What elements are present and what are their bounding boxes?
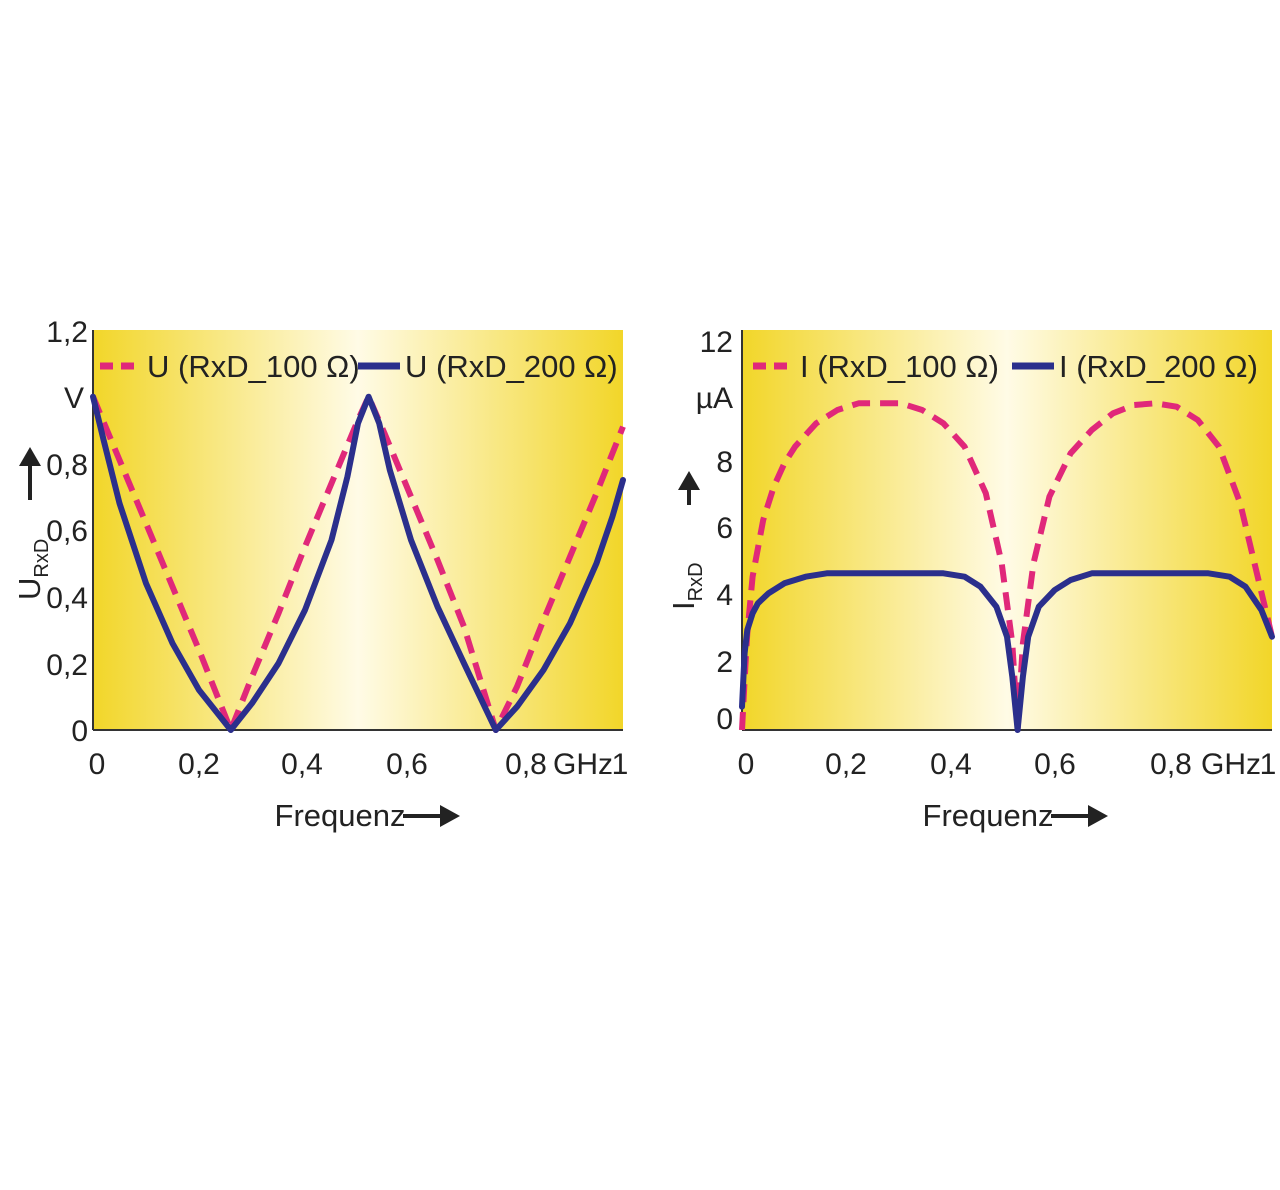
x-tick-label: 0,8 bbox=[505, 748, 547, 781]
x-tick-label: 0,8 bbox=[1150, 748, 1192, 781]
y-axis-arrow-icon bbox=[678, 471, 700, 505]
legend-label: U (RxD_200 Ω) bbox=[405, 349, 618, 384]
x-unit-label: GHz bbox=[1201, 748, 1261, 781]
x-tick-label: 0 bbox=[89, 748, 106, 781]
y-axis-title: IRxD bbox=[666, 562, 707, 610]
x-tick-label: 0 bbox=[738, 748, 755, 781]
chart-current: 0 2 4 6 8 µA 12 0 0,2 0,4 0,6 0,8 GHz 1 … bbox=[666, 326, 1276, 833]
x-tick-label: 1 bbox=[612, 748, 629, 781]
x-axis-arrow-icon bbox=[403, 805, 460, 827]
y-tick-label: 2 bbox=[716, 646, 733, 679]
x-tick-label: 0,6 bbox=[1034, 748, 1076, 781]
legend-label: I (RxD_200 Ω) bbox=[1059, 349, 1258, 384]
y-axis-arrow-icon bbox=[19, 447, 41, 500]
x-unit-label: GHz bbox=[553, 748, 613, 781]
y-tick-label: 0,6 bbox=[46, 515, 88, 548]
series-line-solid bbox=[739, 570, 1275, 733]
y-tick-label: 4 bbox=[716, 579, 733, 612]
y-unit-label: V bbox=[64, 382, 84, 415]
legend-voltage: U (RxD_100 Ω) U (RxD_200 Ω) bbox=[100, 349, 618, 384]
x-tick-label: 1 bbox=[1260, 748, 1277, 781]
y-tick-label: 0,2 bbox=[46, 649, 88, 682]
y-axis-title: URxD bbox=[12, 539, 53, 600]
chart-voltage: 0 0,2 0,4 0,6 0,8 V 1,2 0 0,2 0,4 0,6 0,… bbox=[12, 316, 628, 833]
x-tick-label: 0,2 bbox=[825, 748, 867, 781]
x-tick-label: 0,4 bbox=[930, 748, 972, 781]
x-axis-title: Frequenz bbox=[923, 798, 1054, 833]
y-tick-label: 0,4 bbox=[46, 582, 88, 615]
y-unit-label: µA bbox=[696, 382, 733, 415]
x-axis-title: Frequenz bbox=[275, 798, 406, 833]
y-tick-label: 1,2 bbox=[46, 316, 88, 349]
x-tick-label: 0,2 bbox=[178, 748, 220, 781]
y-tick-label: 0 bbox=[716, 703, 733, 736]
y-tick-label: 8 bbox=[716, 446, 733, 479]
y-tick-label: 12 bbox=[700, 326, 733, 359]
legend-current: I (RxD_100 Ω) I (RxD_200 Ω) bbox=[753, 349, 1258, 384]
x-axis-arrow-icon bbox=[1051, 805, 1108, 827]
series-line-dashed bbox=[739, 400, 1275, 733]
x-tick-label: 0,6 bbox=[386, 748, 428, 781]
series-line-solid bbox=[90, 393, 626, 733]
legend-label: U (RxD_100 Ω) bbox=[147, 349, 360, 384]
y-tick-label: 0,8 bbox=[46, 449, 88, 482]
y-tick-label: 6 bbox=[716, 512, 733, 545]
x-tick-label: 0,4 bbox=[281, 748, 323, 781]
plot-area-current bbox=[742, 330, 1272, 730]
legend-label: I (RxD_100 Ω) bbox=[800, 349, 999, 384]
y-tick-label: 0 bbox=[71, 715, 88, 748]
